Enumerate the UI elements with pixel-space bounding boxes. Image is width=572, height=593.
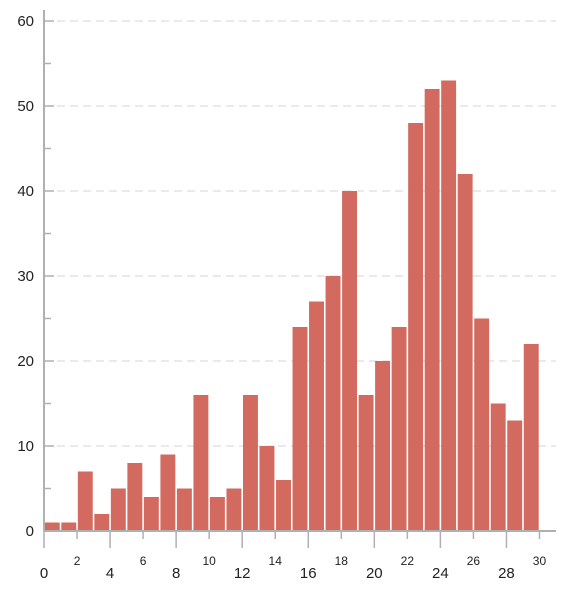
bar-9 [176, 488, 192, 531]
x-tick-label-24: 24 [432, 565, 449, 582]
bar-23 [408, 123, 424, 531]
y-tick-label-40: 40 [17, 183, 34, 200]
y-tick-label-60: 60 [17, 13, 34, 30]
grid-layer [44, 20, 556, 447]
bar-28 [490, 403, 506, 531]
y-tick-label-30: 30 [17, 268, 34, 285]
y-tick-label-0: 0 [26, 523, 34, 540]
axis-layer [43, 10, 556, 548]
bar-25 [441, 80, 457, 531]
x-tick-label-6: 6 [140, 554, 147, 568]
bar-11 [209, 497, 225, 531]
bar-21 [375, 361, 391, 531]
bar-24 [424, 89, 440, 531]
bar-20 [358, 395, 374, 531]
bar-1 [44, 522, 60, 531]
bar-13 [242, 395, 258, 531]
bar-2 [61, 522, 77, 531]
y-tick-label-20: 20 [17, 353, 34, 370]
bar-15 [276, 480, 291, 531]
bar-16 [292, 327, 308, 531]
x-tick-label-8: 8 [172, 565, 180, 582]
bar-10 [193, 395, 209, 531]
x-tick-label-28: 28 [498, 565, 515, 582]
x-tick-label-26: 26 [467, 554, 481, 568]
x-tick-label-2: 2 [74, 554, 81, 568]
x-tick-label-4: 4 [106, 565, 114, 582]
bar-29 [507, 420, 523, 531]
x-tick-label-16: 16 [300, 565, 317, 582]
x-tick-label-20: 20 [366, 565, 383, 582]
bar-4 [94, 514, 110, 531]
x-tick-label-0: 0 [40, 565, 48, 582]
x-tick-label-18: 18 [335, 554, 349, 568]
bar-26 [457, 174, 473, 531]
bar-19 [342, 191, 358, 531]
bar-layer [44, 80, 539, 531]
x-tick-label-12: 12 [234, 565, 251, 582]
x-tick-label-10: 10 [202, 554, 216, 568]
x-tick-label-22: 22 [401, 554, 415, 568]
bar-12 [226, 488, 242, 531]
bar-5 [110, 488, 126, 531]
x-tick-label-14: 14 [269, 554, 283, 568]
bar-3 [77, 471, 93, 531]
bar-18 [325, 276, 341, 531]
bar-17 [309, 301, 324, 531]
x-tick-label-30: 30 [533, 554, 547, 568]
bar-14 [259, 446, 275, 531]
bar-8 [160, 454, 176, 531]
bar-6 [127, 463, 143, 531]
bar-22 [391, 327, 407, 531]
bar-27 [474, 318, 490, 531]
y-tick-label-50: 50 [17, 98, 34, 115]
bar-7 [143, 497, 159, 531]
y-tick-label-10: 10 [17, 438, 34, 455]
bar-30 [523, 344, 539, 531]
